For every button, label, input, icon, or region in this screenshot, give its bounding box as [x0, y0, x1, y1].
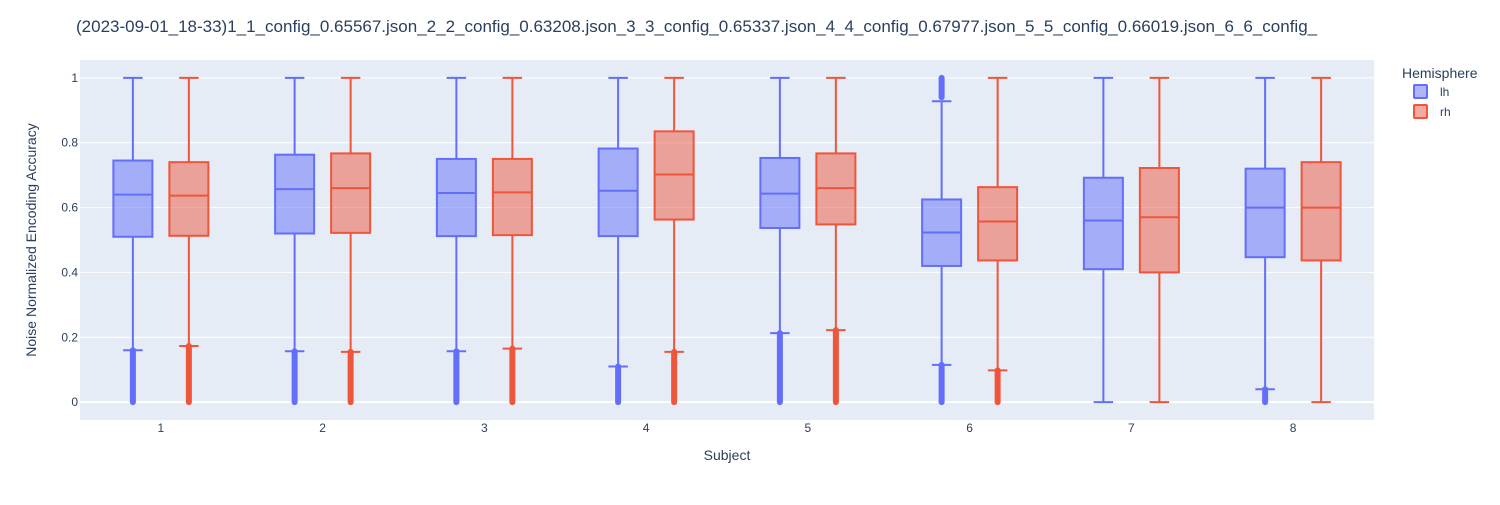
x-tick-label: 2 — [319, 421, 326, 435]
legend-title: Hemisphere — [1402, 65, 1478, 81]
legend-label: rh — [1440, 105, 1451, 119]
x-tick-label: 4 — [643, 421, 650, 435]
iqr-box — [597, 147, 639, 238]
box-lh-subject-8 — [1244, 76, 1286, 406]
x-tick-label: 5 — [805, 421, 812, 435]
legend-swatch — [1413, 104, 1428, 119]
box-rh-subject-7 — [1138, 76, 1180, 404]
x-axis-title: Subject — [704, 447, 751, 463]
box-rh-subject-2 — [330, 76, 372, 406]
box-rh-subject-1 — [168, 76, 210, 406]
iqr-box — [1138, 167, 1180, 274]
chart-title: (2023-09-01_18-33)1_1_config_0.65567.jso… — [76, 17, 1318, 36]
x-tick-label: 7 — [1128, 421, 1135, 435]
y-tick-label: 0 — [71, 395, 78, 409]
iqr-box — [977, 186, 1019, 262]
legend: Hemisphere lh rh — [1402, 65, 1478, 119]
x-tick-label: 6 — [966, 421, 973, 435]
box-lh-subject-6 — [921, 74, 963, 406]
y-axis-ticks: 0 0.2 0.4 0.6 0.8 1 — [61, 71, 78, 409]
box-lh-subject-3 — [435, 76, 477, 406]
box-lh-subject-2 — [274, 76, 316, 406]
box-rh-subject-5 — [815, 76, 857, 406]
y-tick-label: 1 — [71, 71, 78, 85]
x-tick-label: 3 — [481, 421, 488, 435]
iqr-box — [112, 159, 154, 238]
x-tick-label: 8 — [1290, 421, 1297, 435]
box-lh-subject-4 — [597, 76, 639, 406]
legend-item-lh: lh — [1413, 84, 1449, 99]
iqr-box — [330, 152, 372, 234]
iqr-box — [1300, 161, 1342, 262]
y-tick-label: 0.2 — [61, 330, 78, 344]
x-tick-label: 1 — [158, 421, 165, 435]
x-axis-ticks: 1 2 3 4 5 6 7 8 — [158, 421, 1297, 435]
box-rh-subject-6 — [977, 76, 1019, 406]
iqr-box — [435, 157, 477, 238]
iqr-box — [491, 157, 533, 237]
iqr-box — [1244, 167, 1286, 259]
box-lh-subject-1 — [112, 76, 154, 406]
box-rh-subject-4 — [653, 76, 695, 406]
box-lh-subject-5 — [759, 76, 801, 406]
box-series-layer — [112, 74, 1342, 406]
legend-swatch — [1413, 84, 1428, 99]
iqr-box — [1082, 176, 1124, 271]
iqr-box — [168, 161, 210, 237]
legend-label: lh — [1440, 85, 1449, 99]
y-tick-label: 0.8 — [61, 136, 78, 150]
plot-area — [80, 60, 1374, 420]
legend-item-rh: rh — [1413, 104, 1451, 119]
legend-items: lh rh — [1413, 84, 1451, 119]
y-tick-label: 0.4 — [61, 265, 78, 279]
iqr-box — [274, 153, 316, 235]
box-rh-subject-3 — [491, 76, 533, 406]
y-tick-label: 0.6 — [61, 201, 78, 215]
box-lh-subject-7 — [1082, 76, 1124, 404]
box-rh-subject-8 — [1300, 76, 1342, 404]
y-axis-title: Noise Normalized Encoding Accuracy — [23, 123, 39, 356]
